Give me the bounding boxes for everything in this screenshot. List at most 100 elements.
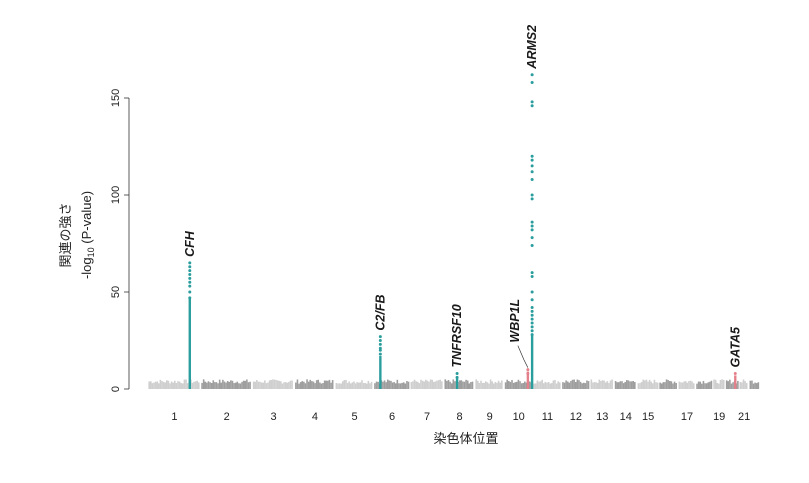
chromosome-band-8 <box>444 379 474 389</box>
snp-point <box>188 269 192 273</box>
chromosome-band-4 <box>295 379 334 389</box>
snp-point <box>733 371 737 375</box>
chromosome-band-1 <box>148 379 200 389</box>
snp-point <box>530 73 534 77</box>
y-tick-label: 0 <box>110 386 122 392</box>
chromosome-label: 3 <box>271 411 277 423</box>
snp-point <box>530 243 534 247</box>
snp-point <box>530 80 534 84</box>
snp-point <box>530 236 534 240</box>
snp-point <box>530 306 534 310</box>
y-axis-label-line1: 関連の強さ <box>58 202 73 267</box>
chromosome-label: 10 <box>513 411 525 423</box>
ylabel-subscript: 10 <box>86 247 96 257</box>
chromosome-label: 6 <box>389 411 395 423</box>
snp-point <box>530 197 534 201</box>
gene-label: WBP1L <box>508 299 522 343</box>
y-tick-label: 50 <box>110 286 122 298</box>
snp-point <box>530 228 534 232</box>
locus-gata5 <box>733 371 737 389</box>
y-tick-label: 100 <box>110 186 122 204</box>
y-tick-label: 150 <box>110 89 122 107</box>
snp-point <box>188 261 192 265</box>
gene-label: CFH <box>183 230 197 257</box>
snp-point <box>530 329 534 333</box>
chromosome-band-22 <box>749 380 760 389</box>
chromosome-label: 2 <box>224 411 230 423</box>
locus-c2-fb <box>378 335 382 389</box>
locus-cfh <box>188 261 192 389</box>
snp-point <box>530 317 534 321</box>
chromosome-label: 11 <box>542 411 553 423</box>
chromosome-band-10 <box>504 379 533 389</box>
snp-point <box>378 339 382 342</box>
chromosome-band-12 <box>562 379 590 389</box>
chromosome-band-2 <box>201 379 251 389</box>
x-axis-label: 染色体位置 <box>433 431 498 447</box>
chromosome-band-11 <box>533 379 561 389</box>
snp-point <box>530 274 534 278</box>
locus-tnfrsf10 <box>455 371 459 389</box>
snp-point <box>188 280 192 284</box>
snp-point <box>188 296 192 300</box>
chromosome-band-16 <box>659 379 677 389</box>
snp-point <box>188 265 192 269</box>
chromosome-label: 8 <box>456 411 462 423</box>
chromosome-label: 19 <box>713 411 725 423</box>
snp-point <box>530 154 534 158</box>
chromosome-band-15 <box>637 379 659 389</box>
chromosome-label: 4 <box>312 411 318 423</box>
locus-wbp1l <box>526 368 530 389</box>
snp-point <box>378 335 382 339</box>
ylabel-suffix: (P-value) <box>79 191 94 247</box>
snp-point <box>530 104 534 108</box>
snp-point <box>530 271 534 275</box>
chromosome-label: 9 <box>487 411 493 423</box>
locus-arms2 <box>530 73 534 389</box>
chromosome-band-13 <box>590 379 613 389</box>
y-axis: 0 50 100 150 <box>110 89 130 392</box>
chromosome-label: 17 <box>681 411 693 423</box>
chromosome-band-18 <box>696 380 713 389</box>
snp-point <box>530 100 534 104</box>
gene-labels: CFH C2/FB TNFRSF10 WBP1L ARMS2 GATA5 <box>183 25 742 368</box>
wbp1l-leader-line <box>517 345 529 368</box>
snp-point <box>526 371 530 375</box>
snp-point <box>530 220 534 224</box>
chromosome-band-7 <box>410 379 443 389</box>
snp-point <box>530 325 534 329</box>
gene-label: C2/FB <box>373 294 387 330</box>
snp-point <box>378 352 382 356</box>
snp-point <box>188 284 192 288</box>
chromosome-band-5 <box>335 379 373 389</box>
snp-point <box>530 313 534 317</box>
chromosome-label: 15 <box>642 411 654 423</box>
snp-point <box>530 333 534 337</box>
snp-point <box>530 321 534 325</box>
chromosome-label: 1 <box>171 411 177 423</box>
chromosome-band-9 <box>475 379 503 389</box>
snp-point <box>530 309 534 313</box>
chromosome-band-3 <box>252 379 293 389</box>
significant-loci <box>188 73 737 389</box>
ylabel-prefix: -log <box>79 257 94 279</box>
snp-point <box>188 276 192 280</box>
snp-point <box>530 298 534 302</box>
chromosome-labels: 1 2 3 4 5 6 7 8 9 10 11 12 13 14 15 17 19 21 <box>171 411 750 423</box>
snp-point <box>188 273 192 277</box>
snp-point <box>530 158 534 162</box>
chromosome-label: 14 <box>620 411 632 423</box>
snp-point <box>455 375 459 379</box>
chromosome-band-19 <box>713 379 725 389</box>
chromosome-band-17 <box>678 380 695 389</box>
gene-label: GATA5 <box>728 326 742 368</box>
snp-point <box>378 342 382 346</box>
snp-point <box>530 170 534 174</box>
snp-point <box>526 368 530 372</box>
chromosome-label: 21 <box>738 411 750 423</box>
chromosome-band-14 <box>614 380 636 389</box>
snp-point <box>455 371 459 375</box>
snp-point <box>530 193 534 197</box>
y-axis-label-line2: -log10 (P-value) <box>79 191 96 279</box>
